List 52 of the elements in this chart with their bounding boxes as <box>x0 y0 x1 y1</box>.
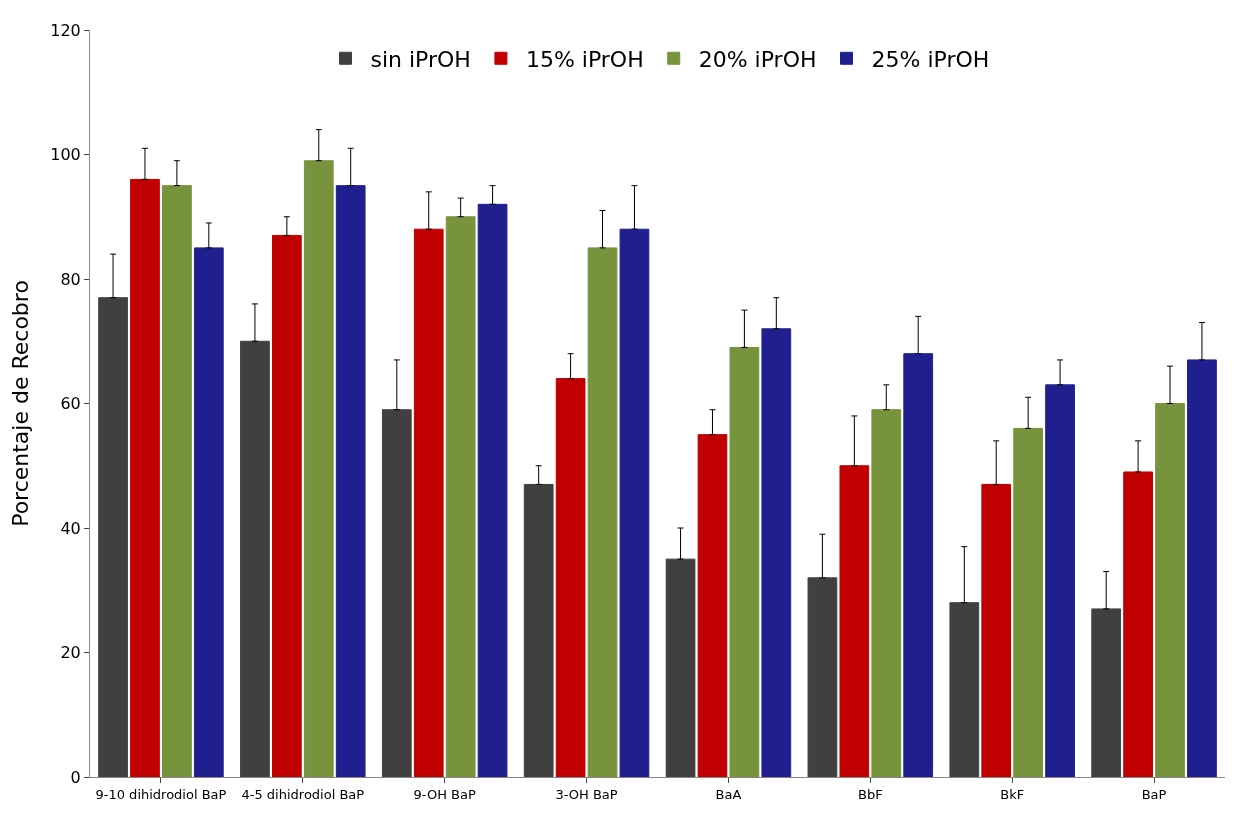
bar <box>1187 359 1217 777</box>
bar <box>729 346 760 777</box>
bar <box>193 247 224 777</box>
y-tick-label: 120 <box>50 20 81 40</box>
legend-label: 15% iPrOH <box>525 46 644 72</box>
bar <box>555 378 586 777</box>
bar <box>949 602 980 777</box>
bar <box>335 185 366 777</box>
bar <box>130 178 160 777</box>
y-tick-label: 20 <box>60 643 81 663</box>
bar <box>665 558 696 777</box>
x-tick-label: BkF <box>1000 786 1025 802</box>
bar <box>1013 427 1044 777</box>
y-tick-label: 100 <box>50 145 81 165</box>
bar <box>98 297 128 777</box>
y-tick-label: 60 <box>60 394 81 414</box>
legend-label: 20% iPrOH <box>698 46 817 72</box>
bar <box>445 216 476 777</box>
x-tick-label: 9-OH BaP <box>413 786 476 802</box>
y-tick-label: 0 <box>70 767 81 787</box>
x-tick-label: BaP <box>1141 786 1167 802</box>
bar <box>871 409 902 777</box>
bar <box>1045 384 1075 777</box>
legend-label: sin iPrOH <box>370 46 471 72</box>
bar <box>1123 471 1153 777</box>
bar <box>619 228 650 777</box>
y-axis-title: Porcentaje de Recobro <box>8 280 34 527</box>
x-tick-label: 4-5 dihidrodiol BaP <box>241 786 365 802</box>
bar <box>587 247 618 777</box>
x-tick-label: BaA <box>715 786 742 802</box>
bar <box>981 483 1012 777</box>
bar <box>903 353 934 777</box>
bar <box>413 228 444 777</box>
bar <box>697 434 728 777</box>
y-tick-label: 40 <box>60 518 81 538</box>
bar <box>839 465 870 777</box>
bar <box>523 483 554 777</box>
x-tick-label: 3-OH BaP <box>555 786 618 802</box>
bar <box>1155 403 1185 777</box>
bar <box>807 577 838 777</box>
y-tick-label: 80 <box>60 269 81 289</box>
x-tick-label: 9-10 dihidrodiol BaP <box>95 786 227 802</box>
bar <box>271 234 302 777</box>
bar <box>1091 608 1122 777</box>
bar <box>240 340 270 777</box>
bar <box>162 185 192 777</box>
bar <box>303 160 334 777</box>
bar <box>761 328 792 777</box>
bar <box>381 409 412 777</box>
bar <box>477 203 508 777</box>
legend-label: 25% iPrOH <box>871 46 990 72</box>
x-tick-label: BbF <box>857 786 883 802</box>
